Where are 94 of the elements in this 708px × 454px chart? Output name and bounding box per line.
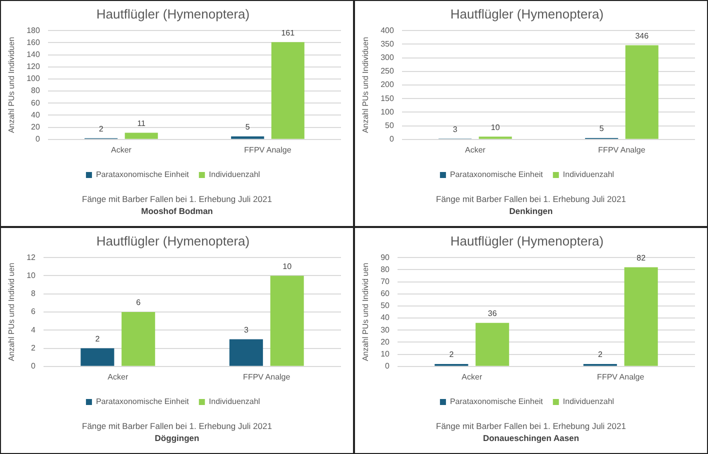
y-tick-label: 30 — [380, 325, 390, 334]
y-axis-title: Anzahl PUs und Individuen — [361, 36, 370, 134]
y-tick-label: 12 — [26, 252, 36, 262]
y-tick-label: 200 — [380, 80, 394, 90]
y-tick-label: 8 — [31, 289, 36, 298]
bar — [124, 132, 158, 139]
y-tick-label: 2 — [31, 343, 36, 352]
text: Fänge mit Barber Fallen bei 1. Erhebung Juli 2021 — [435, 420, 627, 432]
text: Fänge mit Barber Fallen bei 1. Erhebung Juli 2021 — [435, 193, 627, 205]
y-tick-label: 0 — [35, 134, 40, 144]
x-tick-label: Acker — [110, 145, 132, 154]
y-tick-label: 40 — [31, 110, 40, 120]
y-axis-title: Anzahl PUs und Individ uen — [7, 262, 16, 362]
y-tick-label: 6 — [31, 307, 36, 316]
chart-title: Hautflügler (Hymenoptera) — [96, 6, 250, 22]
legend-label: Individuenzahl — [208, 170, 260, 180]
y-tick-label: 180 — [26, 26, 40, 35]
y-tick-label: 100 — [26, 74, 40, 84]
y-axis-title: Anzahl PUs und Individ uen — [361, 262, 370, 362]
y-tick-label: 10 — [380, 350, 390, 359]
text: Fänge mit Barber Fallen bei 1. Erhebung Juli 2021 — [81, 420, 273, 432]
y-tick-label: 20 — [31, 122, 40, 132]
y-axis-title: Anzahl PUs und Individuen — [7, 36, 16, 134]
y-tick-label: 80 — [380, 264, 390, 274]
text: Döggingen — [154, 432, 200, 444]
data-label: 10 — [490, 122, 500, 132]
y-tick-label: 150 — [380, 94, 394, 103]
y-tick-label: 100 — [380, 107, 394, 116]
chart-title: Hautflügler (Hymenoptera) — [96, 233, 250, 248]
data-label: 2 — [95, 334, 100, 344]
data-label: 2 — [98, 124, 104, 134]
data-label: 6 — [136, 298, 142, 308]
y-tick-label: 90 — [380, 252, 390, 262]
y-tick-label: 400 — [380, 26, 394, 35]
data-label: 82 — [636, 253, 646, 262]
data-label: 3 — [452, 124, 458, 134]
y-tick-label: 80 — [31, 86, 40, 96]
x-tick-label: Acker — [462, 372, 482, 382]
y-tick-label: 0 — [389, 134, 394, 144]
text: Denkingen — [508, 205, 554, 217]
legend-label: Parataxonomische Einheit — [450, 397, 544, 406]
bar — [476, 322, 510, 366]
legend-label: Parataxonomische Einheit — [96, 397, 190, 406]
y-tick-label: 250 — [380, 66, 394, 76]
y-tick-label: 350 — [380, 39, 394, 48]
data-label: 5 — [245, 122, 250, 132]
text: Donaueschingen Aasen — [482, 432, 580, 444]
y-tick-label: 300 — [380, 53, 394, 62]
bar — [271, 42, 304, 139]
chart-title: Hautflügler (Hymenoptera) — [450, 233, 604, 248]
bar — [122, 312, 156, 366]
legend-label: Individuenzahl — [562, 170, 614, 180]
legend-label: Individuenzahl — [562, 397, 614, 406]
y-tick-label: 0 — [31, 362, 36, 371]
x-tick-label: FFPV Analge — [243, 372, 291, 382]
data-label: 10 — [282, 262, 292, 271]
y-tick-label: 10 — [26, 270, 36, 280]
legend-label: Parataxonomische Einheit — [96, 170, 190, 180]
y-tick-label: 4 — [31, 325, 36, 334]
data-label: 161 — [281, 28, 296, 38]
y-tick-label: 40 — [380, 313, 390, 322]
x-tick-label: FFPV Analge — [597, 372, 645, 382]
y-tick-label: 120 — [26, 62, 40, 72]
y-tick-label: 50 — [380, 301, 390, 310]
data-label: 3 — [244, 325, 249, 334]
data-label: 2 — [598, 350, 603, 360]
y-tick-label: 50 — [385, 121, 394, 130]
y-tick-label: 160 — [26, 38, 40, 47]
bar — [270, 276, 304, 366]
data-label: 11 — [137, 118, 146, 128]
data-label: 36 — [488, 309, 498, 318]
x-tick-label: Acker — [108, 372, 128, 382]
bar — [625, 45, 658, 139]
x-tick-label: Acker — [464, 145, 486, 154]
text: Mooshof Bodman — [140, 205, 214, 217]
y-tick-label: 60 — [31, 98, 40, 108]
data-label: 346 — [635, 31, 650, 40]
y-tick-label: 20 — [380, 337, 390, 346]
x-tick-label: FFPV Analge — [598, 145, 646, 154]
y-tick-label: 70 — [380, 276, 390, 286]
legend-label: Individuenzahl — [208, 397, 260, 406]
y-tick-label: 140 — [26, 50, 40, 59]
bar — [624, 267, 658, 366]
data-label: 2 — [449, 350, 454, 360]
text: Fänge mit Barber Fallen bei 1. Erhebung Juli 2021 — [81, 193, 273, 205]
bar — [231, 136, 264, 139]
y-tick-label: 60 — [380, 289, 390, 298]
legend-label: Parataxonomische Einheit — [450, 170, 544, 180]
bar — [80, 348, 114, 366]
y-tick-label: 0 — [385, 362, 390, 371]
x-tick-label: FFPV Analge — [244, 145, 292, 154]
data-label: 5 — [599, 124, 604, 134]
bar — [229, 339, 263, 366]
chart-title: Hautflügler (Hymenoptera) — [450, 6, 604, 22]
